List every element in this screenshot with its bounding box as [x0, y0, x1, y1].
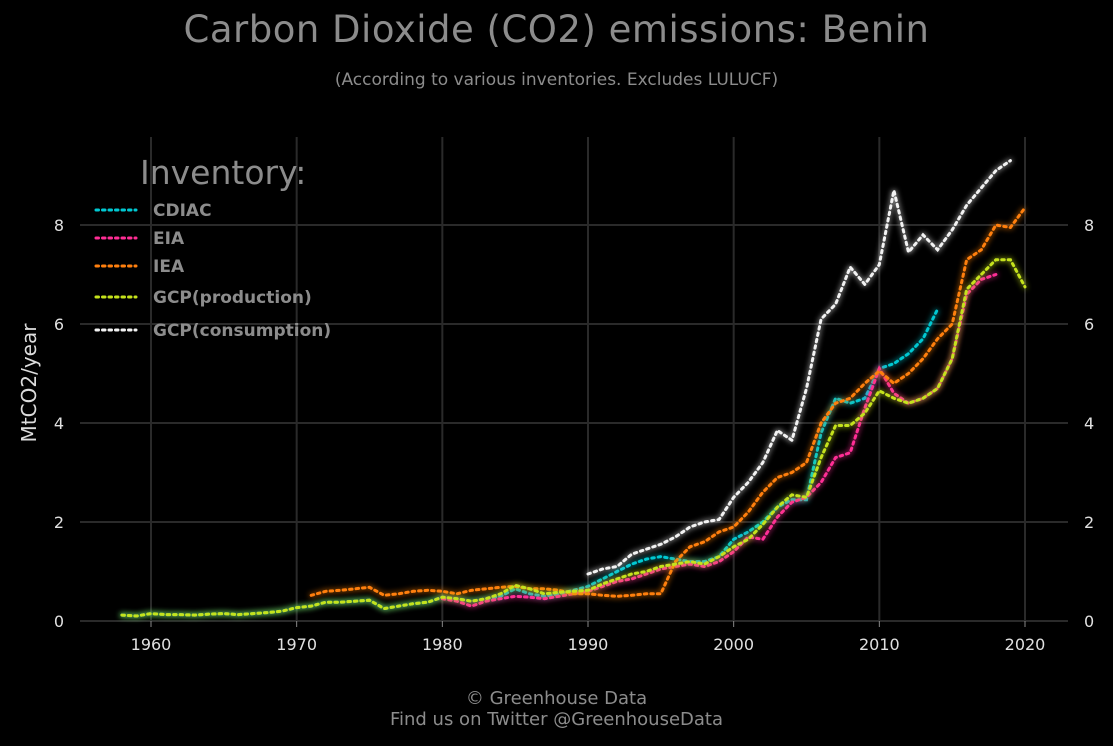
y-tick-label-right: 6	[1084, 315, 1094, 334]
legend: Inventory: CDIAC EIA IEA GCP(production) GCP(…	[94, 153, 331, 341]
y-tick-label-left: 4	[54, 414, 64, 433]
series-line-eia	[440, 273, 998, 608]
footer-twitter: Find us on Twitter @GreenhouseData	[389, 709, 724, 730]
y-tick-label-right: 4	[1084, 414, 1094, 433]
chart-title: Carbon Dioxide (CO2) emissions: Benin	[183, 8, 930, 51]
x-tick-label: 1970	[276, 635, 317, 654]
series-line-gcp-production	[120, 258, 1027, 618]
x-tick-label: 1990	[568, 635, 609, 654]
y-tick-label-left: 0	[54, 612, 64, 631]
legend-title: Inventory:	[140, 153, 306, 192]
grid-lines	[80, 137, 1068, 622]
x-tick-label: 2000	[713, 635, 754, 654]
y-tick-label-left: 8	[54, 216, 64, 235]
x-tick-label: 2020	[1005, 635, 1046, 654]
x-tick-label: 1960	[131, 635, 172, 654]
y-tick-label-left: 2	[54, 513, 64, 532]
x-tick-label: 2010	[859, 635, 900, 654]
legend-label: IEA	[153, 257, 185, 277]
y-tick-label-right: 0	[1084, 612, 1094, 631]
y-tick-label-right: 2	[1084, 513, 1094, 532]
series-line-iea	[309, 206, 1027, 598]
series-line-cdiac	[120, 307, 940, 618]
footer-copyright: © Greenhouse Data	[465, 688, 648, 709]
series-line-gcp-consumption	[586, 159, 1012, 576]
y-tick-label-left: 6	[54, 315, 64, 334]
chart-subtitle: (According to various inventories. Exclu…	[334, 70, 779, 90]
y-axis-label: MtCO2/year	[17, 323, 41, 443]
legend-label: GCP(consumption)	[153, 321, 331, 341]
legend-label: EIA	[153, 229, 185, 249]
series-lines	[120, 159, 1027, 618]
legend-label: GCP(production)	[153, 288, 312, 308]
axes: 1960 1970 1980 1990 2000 2010 2020 0 0 2 2 4 4 6 6 8 8	[54, 216, 1094, 654]
legend-label: CDIAC	[153, 201, 212, 221]
y-tick-label-right: 8	[1084, 216, 1094, 235]
x-tick-label: 1980	[422, 635, 463, 654]
